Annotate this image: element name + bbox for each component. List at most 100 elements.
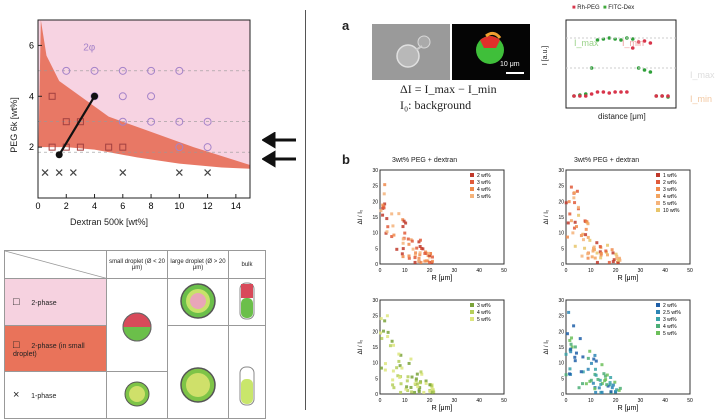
scatter-point — [398, 375, 402, 379]
y-tick-label: 10 — [558, 361, 564, 367]
subplot2-title: 3wt% PEG + dextran — [574, 157, 640, 164]
green-profile-point — [642, 68, 647, 72]
row-2phase-small-label: □ 2-phase (in small droplet) — [4, 325, 107, 372]
scatter-point — [593, 387, 597, 391]
y-tick-label: 25 — [558, 184, 564, 190]
scatter-point — [586, 235, 590, 239]
scatter-point — [410, 239, 414, 243]
two-phase-square-marker — [62, 118, 70, 126]
x-tick-label: 20 — [427, 268, 433, 274]
scatter-point — [379, 331, 383, 335]
scatter-point — [421, 247, 425, 251]
scatter-point — [599, 253, 603, 257]
scatter-point — [427, 255, 431, 259]
scatter-point — [428, 390, 432, 394]
scatter-point — [430, 255, 434, 259]
scatter-point — [406, 389, 410, 393]
cell-small-2phase — [106, 278, 168, 372]
row-2phase-label: □ 2-phase — [4, 278, 107, 326]
scatter-point — [569, 342, 573, 346]
header-large-droplet: large droplet (Ø > 20 μm) — [167, 250, 229, 279]
scatter-point — [423, 251, 427, 255]
scatter-point — [591, 381, 595, 385]
red-profile-point — [619, 90, 623, 94]
scatter-point — [385, 217, 389, 221]
red-profile-point — [630, 46, 635, 50]
one-phase-cross-marker — [41, 169, 49, 176]
legend-label: 2 wt% — [663, 180, 677, 186]
legend-label: 5 wt% — [663, 331, 677, 337]
scatter-point — [567, 310, 571, 314]
legend-swatch — [470, 317, 474, 321]
scatter-point — [407, 242, 411, 246]
y-tick-label: 30 — [372, 298, 378, 304]
scatter-point — [617, 256, 621, 260]
scatter-point — [573, 244, 577, 248]
scatter-point — [415, 382, 419, 386]
scatter-point — [605, 373, 609, 377]
legend-swatch — [470, 194, 474, 198]
x-tick-label: 10 — [402, 268, 408, 274]
red-profile-point — [613, 90, 617, 94]
scatter-point — [570, 345, 574, 349]
subplot-frame — [565, 169, 691, 265]
scatter-point — [410, 375, 414, 379]
two-phase-circle-marker — [175, 117, 184, 126]
scatter-point — [595, 241, 599, 245]
scatter-point — [417, 390, 421, 394]
scatter-point — [596, 377, 600, 381]
x-tick-label: 0 — [35, 201, 40, 211]
x-tick-label: 50 — [687, 268, 693, 274]
scatter-point — [388, 344, 392, 348]
x-tick-label: 20 — [613, 398, 619, 404]
x-tick-label: 12 — [203, 201, 213, 211]
y-tick-label: 25 — [372, 184, 378, 190]
two-phase-circle-marker — [90, 66, 99, 75]
scatter-point — [405, 379, 409, 383]
scatter-point — [572, 196, 576, 200]
scatter-point — [418, 386, 422, 390]
scatter-point — [593, 367, 597, 371]
scatter-point — [414, 379, 418, 383]
scatter-point — [386, 330, 390, 334]
legend-swatch — [656, 324, 660, 328]
two-phase-square-marker — [48, 92, 56, 100]
scatter-point — [564, 201, 568, 205]
scatter-point — [417, 259, 421, 263]
legend-swatch — [470, 180, 474, 184]
scatter-point — [568, 338, 572, 342]
scatter-point — [419, 370, 423, 374]
y-tick-label: 20 — [558, 329, 564, 335]
scatter-point — [611, 383, 615, 387]
subplot-xlabel: R [μm] — [618, 405, 639, 412]
scatter-point — [418, 381, 422, 385]
two-phase-circle-marker — [118, 66, 127, 75]
scatter-point — [613, 380, 617, 384]
legend-swatch — [656, 317, 660, 321]
scatter-point — [605, 253, 609, 257]
scatter-point — [568, 212, 572, 216]
x-tick-label: 40 — [476, 268, 482, 274]
scatter-point — [418, 251, 422, 255]
scatter-point — [585, 220, 589, 224]
scatter-point — [616, 258, 620, 262]
x-tick-label: 6 — [120, 201, 125, 211]
table-corner — [4, 250, 109, 279]
scatter-point — [413, 254, 417, 258]
scatter-point — [597, 386, 601, 390]
scatter-point — [615, 254, 619, 258]
scatter-point — [430, 259, 434, 263]
subplot-ylabel: ΔI / I₀ — [358, 209, 364, 224]
x-tick-label: 40 — [476, 398, 482, 404]
two-phase-square-marker — [48, 143, 56, 151]
scatter-point — [572, 226, 576, 230]
two-phase-circle-marker — [147, 66, 156, 75]
legend-label: 5 wt% — [477, 317, 491, 323]
scatter-point — [409, 385, 413, 389]
scatter-point — [586, 256, 590, 260]
scatter-point — [391, 224, 395, 228]
red-profile-point — [578, 94, 582, 98]
scatter-point — [565, 332, 569, 336]
legend-label: 5 wt% — [663, 201, 677, 207]
scatter-point — [577, 213, 581, 217]
